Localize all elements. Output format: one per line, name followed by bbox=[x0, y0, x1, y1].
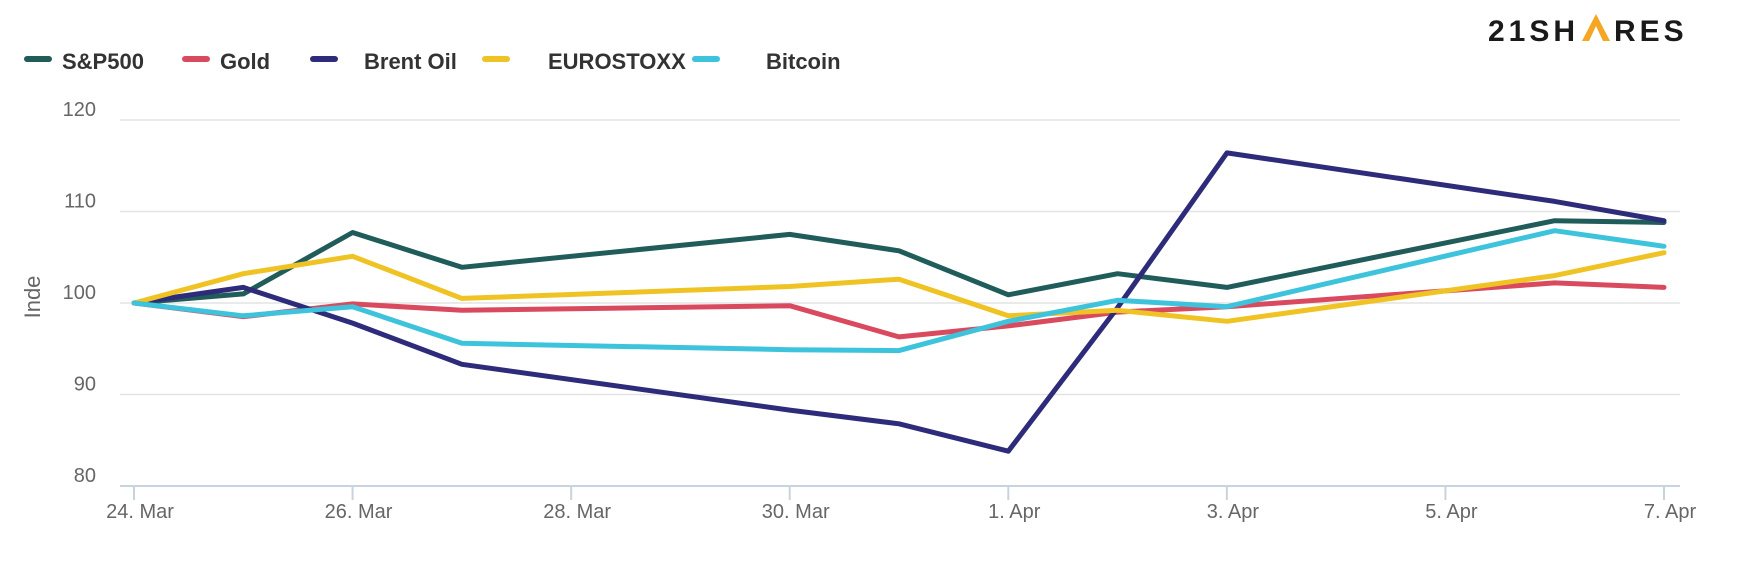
y-axis: 80 90 100 110 120 bbox=[63, 99, 96, 487]
legend-label: Gold bbox=[220, 49, 270, 74]
x-axis: 24. Mar 26. Mar 28. Mar 30. Mar 1. Apr 3. Apr… bbox=[106, 485, 1697, 523]
legend-label: EUROSTOXX bbox=[548, 49, 686, 74]
x-tick-label: 3. Apr bbox=[1207, 501, 1260, 523]
legend-swatch bbox=[182, 56, 210, 62]
series-line-s-p500 bbox=[131, 218, 1667, 306]
legend-label: S&P500 bbox=[62, 49, 144, 74]
series-line-eurostoxx bbox=[131, 250, 1667, 324]
legend-item-eurostoxx[interactable]: EUROSTOXX bbox=[482, 49, 686, 74]
legend-item-brent-oil[interactable]: Brent Oil bbox=[310, 49, 457, 74]
x-tick-label: 28. Mar bbox=[543, 501, 611, 523]
legend-label: Brent Oil bbox=[364, 49, 457, 74]
legend-swatch bbox=[310, 56, 338, 62]
legend-swatch bbox=[482, 56, 510, 62]
brand-logo: 21SH RES bbox=[1488, 14, 1688, 48]
y-axis-title: Inde bbox=[20, 276, 45, 319]
y-tick-label: 100 bbox=[63, 282, 96, 304]
chart-legend: S&P500 Gold Brent Oil EUROSTOXX Bitcoin bbox=[24, 49, 841, 74]
x-tick-label: 5. Apr bbox=[1425, 501, 1478, 523]
brand-logo-text-end: RES bbox=[1614, 15, 1688, 48]
brand-logo-text-start: 21SH bbox=[1488, 15, 1579, 48]
series-line-bitcoin bbox=[131, 228, 1667, 354]
chart-series bbox=[131, 150, 1667, 454]
x-tick-label: 30. Mar bbox=[762, 501, 830, 523]
legend-label: Bitcoin bbox=[766, 49, 841, 74]
legend-item-gold[interactable]: Gold bbox=[182, 49, 270, 74]
x-tick-label: 24. Mar bbox=[106, 501, 174, 523]
legend-swatch bbox=[692, 56, 720, 62]
legend-swatch bbox=[24, 56, 52, 62]
brand-logo-chevron bbox=[1582, 14, 1610, 41]
legend-item-s-p500[interactable]: S&P500 bbox=[24, 49, 144, 74]
x-tick-label: 26. Mar bbox=[325, 501, 393, 523]
legend-item-bitcoin[interactable]: Bitcoin bbox=[692, 49, 841, 74]
y-tick-label: 120 bbox=[63, 99, 96, 121]
x-tick-label: 7. Apr bbox=[1644, 501, 1697, 523]
y-tick-label: 90 bbox=[74, 374, 96, 396]
y-tick-label: 110 bbox=[64, 191, 96, 213]
chart-gridlines bbox=[120, 119, 1680, 396]
x-tick-label: 1. Apr bbox=[988, 501, 1041, 523]
y-tick-label: 80 bbox=[74, 465, 96, 487]
